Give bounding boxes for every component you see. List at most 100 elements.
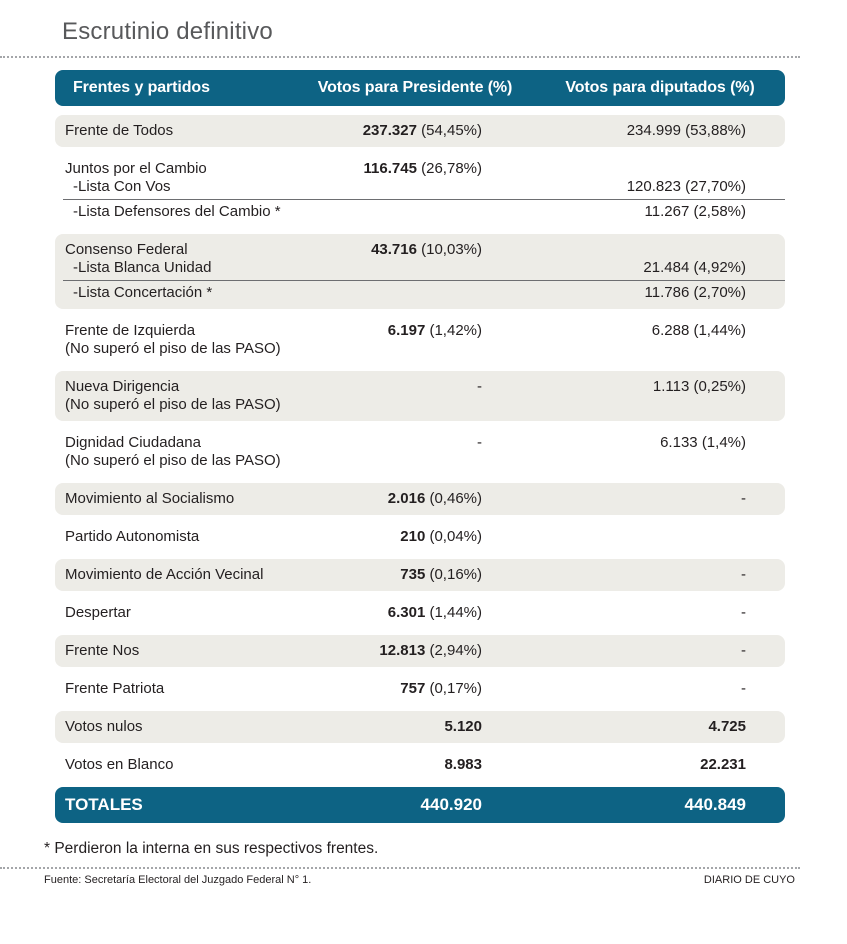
president-votes-cell: 237.327 (54,45%) <box>305 122 482 140</box>
deputies-pct: (53,88%) <box>685 122 746 139</box>
party-name-cell: Partido Autonomista <box>65 528 305 546</box>
party-name: Despertar <box>65 604 131 621</box>
deputies-votes: 1.113 <box>652 378 690 395</box>
deputies-votes-cell: - <box>482 490 746 508</box>
party-name-cell: -Lista Concertación * <box>65 284 305 302</box>
party-name-cell: Frente de Izquierda (No superó el piso de… <box>65 322 305 358</box>
table-row-line: -Lista Concertación * 11.786 (2,70%) <box>55 284 785 309</box>
sublist-name: -Lista Blanca Unidad <box>73 259 212 276</box>
table-row: Consenso Federal 43.716 (10,03%) -Lista Bl… <box>55 234 785 309</box>
deputies-votes-cell: 21.484 (4,92%) <box>482 259 746 277</box>
president-votes-cell: - <box>305 434 482 452</box>
table-row-line: Frente Nos 12.813 (2,94%) - <box>55 635 785 667</box>
results-table: Frentes y partidos Votos para Presidente… <box>55 70 785 823</box>
president-pct: (0,46%) <box>429 490 482 507</box>
party-name: Frente de Todos <box>65 122 174 139</box>
president-pct: (26,78%) <box>421 160 482 177</box>
table-row: Movimiento al Socialismo 2.016 (0,46%) - <box>55 483 785 515</box>
party-name-cell: Frente de Todos <box>65 122 305 140</box>
president-votes: 6.301 <box>387 604 426 621</box>
president-dash: - <box>477 378 482 395</box>
deputies-pct: (0,25%) <box>693 378 746 395</box>
sublist-name: -Lista Con Vos <box>73 178 171 195</box>
deputies-votes: 120.823 <box>626 178 681 195</box>
table-row: Movimiento de Acción Vecinal 735 (0,16%) - <box>55 559 785 591</box>
party-name-cell: -Lista Con Vos <box>65 178 305 196</box>
table-row: Nueva Dirigencia (No superó el piso de la… <box>55 371 785 421</box>
president-votes: 237.327 <box>362 122 417 139</box>
president-pct: (0,16%) <box>429 566 482 583</box>
table-row: Despertar 6.301 (1,44%) - <box>55 597 785 629</box>
deputies-votes-cell: 6.288 (1,44%) <box>482 322 746 340</box>
president-votes: 2.016 <box>387 490 426 507</box>
deputies-dash: - <box>741 680 746 697</box>
deputies-votes-cell: - <box>482 566 746 584</box>
president-votes-cell: 12.813 (2,94%) <box>305 642 482 660</box>
deputies-votes-cell: 11.786 (2,70%) <box>482 284 746 302</box>
footnote: * Perdieron la interna en sus respectivo… <box>44 840 379 857</box>
party-name: Frente Nos <box>65 642 140 659</box>
party-name: Votos en Blanco <box>65 756 174 773</box>
deputies-dash: - <box>741 490 746 507</box>
deputies-dash: - <box>741 566 746 583</box>
table-row-line: Frente de Izquierda (No superó el piso de… <box>55 315 785 365</box>
party-name-cell: Consenso Federal <box>65 241 305 259</box>
president-pct: (1,44%) <box>429 604 482 621</box>
president-pct: (10,03%) <box>421 241 482 258</box>
totals-deputies-value: 440.849 <box>684 795 746 814</box>
table-row-line: Frente de Todos 237.327 (54,45%) 234.999 (… <box>55 115 785 147</box>
president-votes-cell: 8.983 <box>305 756 482 774</box>
table-row-line: -Lista Blanca Unidad 21.484 (4,92%) <box>55 259 785 277</box>
deputies-votes: 21.484 <box>643 259 690 276</box>
row-divider <box>63 280 785 281</box>
party-name: Frente de Izquierda <box>65 322 196 339</box>
party-name-cell: Dignidad Ciudadana (No superó el piso de … <box>65 434 305 470</box>
deputies-dash: - <box>741 604 746 621</box>
president-pct: (1,42%) <box>429 322 482 339</box>
party-name-cell: Frente Patriota <box>65 680 305 698</box>
deputies-pct: (2,70%) <box>693 284 746 301</box>
table-row: Frente Nos 12.813 (2,94%) - <box>55 635 785 667</box>
footer-divider <box>0 867 800 869</box>
president-votes: 5.120 <box>444 718 482 735</box>
table-row-line: -Lista Defensores del Cambio * 11.267 (2,… <box>55 203 785 228</box>
table-row: Frente Patriota 757 (0,17%) - <box>55 673 785 705</box>
table-row-line: Dignidad Ciudadana (No superó el piso de … <box>55 427 785 477</box>
president-votes-cell: 6.197 (1,42%) <box>305 322 482 340</box>
deputies-votes: 11.786 <box>644 284 690 301</box>
table-row-line: Frente Patriota 757 (0,17%) - <box>55 673 785 705</box>
party-name-cell: Movimiento de Acción Vecinal <box>65 566 305 584</box>
sublist-name: -Lista Concertación * <box>73 284 213 301</box>
table-row-line: Consenso Federal 43.716 (10,03%) <box>55 234 785 259</box>
table-row: Frente de Izquierda (No superó el piso de… <box>55 315 785 365</box>
column-header-deputies: Votos para diputados (%) <box>565 79 755 96</box>
president-votes-cell: 6.301 (1,44%) <box>305 604 482 622</box>
party-name: Movimiento de Acción Vecinal <box>65 566 264 583</box>
party-name-cell: Votos nulos <box>65 718 305 736</box>
deputies-pct: (1,4%) <box>701 434 746 451</box>
table-row-line: -Lista Con Vos 120.823 (27,70%) <box>55 178 785 196</box>
deputies-pct: (4,92%) <box>693 259 746 276</box>
party-name-cell: Votos en Blanco <box>65 756 305 774</box>
party-name: Movimiento al Socialismo <box>65 490 235 507</box>
deputies-votes: 11.267 <box>644 203 690 220</box>
party-name-cell: -Lista Defensores del Cambio * <box>65 203 305 221</box>
table-row: Dignidad Ciudadana (No superó el piso de … <box>55 427 785 477</box>
deputies-dash: - <box>741 642 746 659</box>
table-row-line: Nueva Dirigencia (No superó el piso de la… <box>55 371 785 421</box>
party-name: Consenso Federal <box>65 241 188 258</box>
party-name: Frente Patriota <box>65 680 165 697</box>
table-row-line: Movimiento al Socialismo 2.016 (0,46%) - <box>55 483 785 515</box>
party-note: (No superó el piso de las PASO) <box>65 396 281 413</box>
deputies-votes-cell: 4.725 <box>482 718 746 736</box>
president-votes: 12.813 <box>379 642 426 659</box>
table-row: Partido Autonomista 210 (0,04%) <box>55 521 785 553</box>
president-votes-cell: 210 (0,04%) <box>305 528 482 546</box>
party-name: Votos nulos <box>65 718 143 735</box>
party-name-cell: Frente Nos <box>65 642 305 660</box>
party-name-cell: Movimiento al Socialismo <box>65 490 305 508</box>
deputies-votes-cell: 11.267 (2,58%) <box>482 203 746 221</box>
footer: Fuente: Secretaría Electoral del Juzgado… <box>44 874 795 886</box>
column-header-president: Votos para Presidente (%) <box>317 79 513 96</box>
table-row-line: Partido Autonomista 210 (0,04%) <box>55 521 785 553</box>
